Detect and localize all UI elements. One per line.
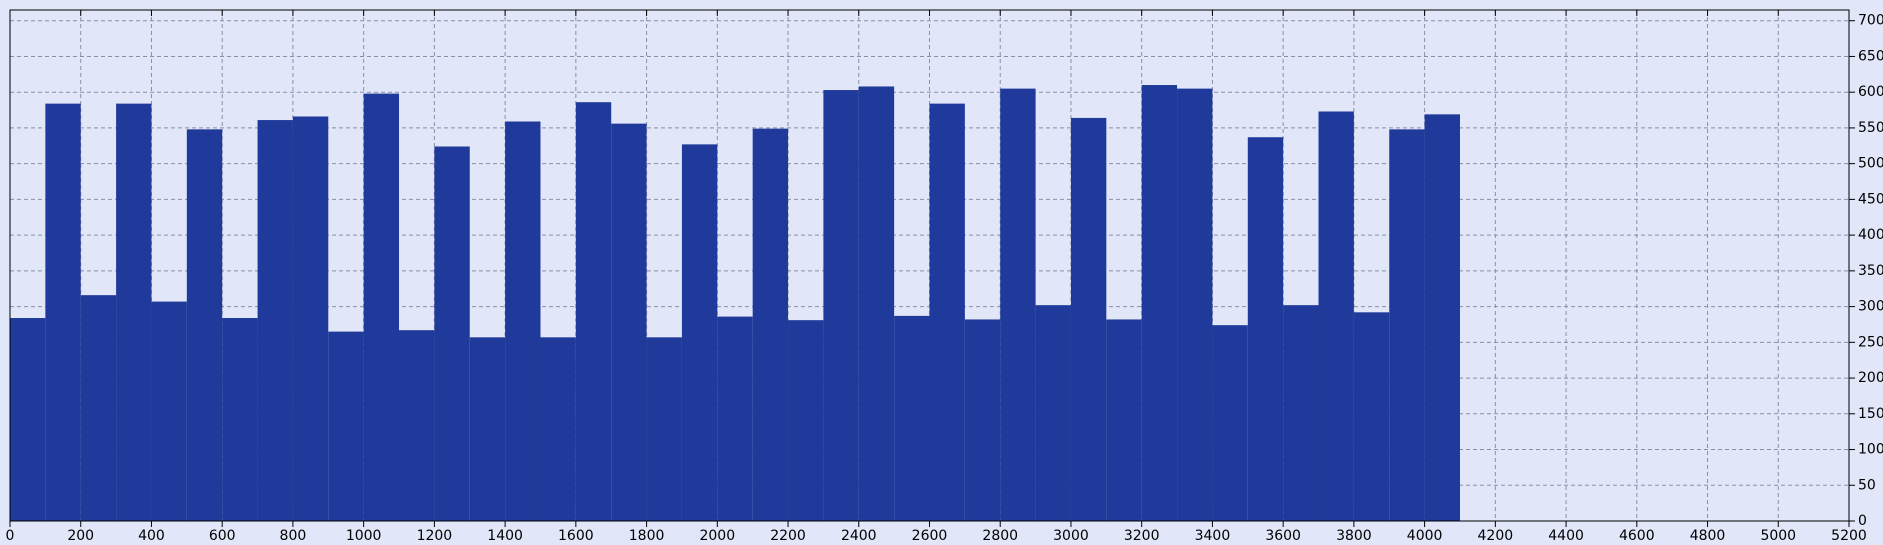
bar [1212,325,1248,521]
bar [681,144,718,521]
bar [1247,137,1284,521]
x-tick-label: 5200 [1831,528,1867,544]
bar [1424,114,1460,521]
bar [45,103,81,521]
x-tick-label: 4800 [1690,528,1726,544]
bar [1070,117,1107,521]
bar [1000,88,1036,521]
y-tick-label: 650 [1858,48,1883,64]
bar [116,103,152,521]
bar [894,315,930,521]
bar [1318,111,1354,521]
x-tick-label: 1400 [487,528,523,544]
y-tick-label: 250 [1858,334,1883,350]
bar [611,123,647,522]
y-tick-label: 300 [1858,299,1883,315]
bar [292,116,329,522]
bar [575,102,612,522]
bar [540,337,576,521]
x-tick-label: 1600 [558,528,594,544]
bar [222,318,258,521]
bar [788,320,824,521]
bar [1106,319,1142,521]
y-tick-label: 600 [1858,84,1883,100]
bar [646,337,682,521]
x-tick-label: 5000 [1760,528,1796,544]
bar [929,103,965,521]
bar [328,331,364,521]
x-tick-label: 2000 [699,528,735,544]
bar [186,129,223,521]
plot-border [9,9,1850,522]
y-tick-label: 50 [1858,477,1876,493]
x-tick-label: 600 [209,528,236,544]
bar [752,128,789,521]
bar [10,318,46,521]
x-tick-label: 4200 [1478,528,1514,544]
x-tick-label: 0 [6,528,15,544]
x-tick-label: 1200 [417,528,453,544]
y-tick-label: 700 [1858,13,1883,29]
y-tick-label: 500 [1858,156,1883,172]
x-tick-label: 4000 [1407,528,1443,544]
bar [1283,305,1319,521]
y-tick-label: 200 [1858,370,1883,386]
x-tick-label: 2800 [982,528,1018,544]
bar [1035,305,1071,521]
x-tick-label: 3400 [1195,528,1231,544]
x-tick-label: 1000 [346,528,382,544]
bar [434,146,470,522]
bar [505,121,541,521]
x-tick-label: 800 [280,528,307,544]
x-tick-label: 3600 [1265,528,1301,544]
bar [1177,88,1213,521]
x-tick-label: 4600 [1619,528,1655,544]
bar [1353,312,1390,521]
bar [363,93,400,522]
x-tick-label: 3200 [1124,528,1160,544]
bar [399,330,435,521]
y-tick-label: 350 [1858,263,1883,279]
bar [257,120,293,522]
y-tick-label: 400 [1858,227,1883,243]
bar [1141,85,1178,521]
x-tick-label: 200 [67,528,94,544]
bar [823,90,859,522]
x-tick-label: 3000 [1053,528,1089,544]
x-tick-label: 400 [138,528,165,544]
bar [469,337,506,521]
x-tick-label: 2600 [912,528,948,544]
y-tick-label: 0 [1858,513,1867,529]
y-tick-label: 100 [1858,442,1883,458]
x-tick-label: 2400 [841,528,877,544]
x-tick-label: 2200 [770,528,806,544]
bar [1389,129,1425,521]
bar [964,319,1001,521]
y-tick-label: 550 [1858,120,1883,136]
bar [151,301,187,521]
y-tick-label: 450 [1858,191,1883,207]
bar [717,316,753,521]
x-tick-label: 1800 [629,528,665,544]
bar [858,86,895,522]
bar [80,295,117,521]
y-tick-label: 150 [1858,406,1883,422]
x-tick-label: 3800 [1336,528,1372,544]
x-tick-label: 4400 [1548,528,1584,544]
